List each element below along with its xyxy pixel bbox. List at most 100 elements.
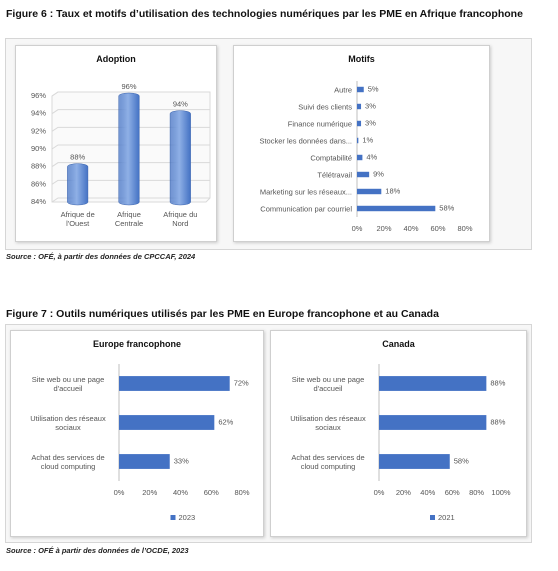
value-label: 58% bbox=[439, 203, 454, 212]
y-tick-label: 90% bbox=[31, 144, 46, 153]
chart-panel: 0% 20% 40% 60% 80% 72% 62% 33% 2023 Europe franc… bbox=[10, 330, 264, 537]
x-tick-label: 80% bbox=[234, 488, 249, 497]
legend-swatch bbox=[430, 515, 435, 520]
chart-title: Adoption bbox=[96, 54, 136, 64]
grid-line bbox=[51, 179, 210, 185]
value-label: 33% bbox=[174, 456, 189, 465]
bar bbox=[357, 188, 382, 195]
x-tick-label: 100% bbox=[491, 488, 511, 497]
x-tick-label: 0% bbox=[352, 224, 363, 233]
value-label: 88% bbox=[70, 153, 85, 162]
chart-title: Motifs bbox=[348, 54, 375, 64]
grid-line bbox=[51, 109, 210, 115]
grid-line bbox=[51, 126, 210, 132]
legend-label: 2021 bbox=[438, 513, 455, 522]
chart: 0% 20% 40% 60% 80% 100% 88% 88% 58% 2021 bbox=[374, 364, 511, 522]
grid-line bbox=[51, 91, 210, 97]
x-tick-label: 80% bbox=[457, 224, 472, 233]
x-tick-label: 20% bbox=[142, 488, 157, 497]
x-tick-label: Afrique Centrale bbox=[114, 210, 144, 228]
bar bbox=[119, 376, 230, 391]
y-tick-label: Stocker les données dans... bbox=[259, 136, 352, 145]
y-tick-label: 88% bbox=[31, 162, 46, 171]
value-label: 5% bbox=[368, 84, 379, 93]
bar bbox=[357, 86, 364, 93]
x-tick-label: 40% bbox=[420, 488, 435, 497]
x-tick-label: 60% bbox=[204, 488, 219, 497]
bar bbox=[67, 163, 89, 206]
y-tick-label: Finance numérique bbox=[287, 119, 352, 128]
y-tick-label: Comptabilité bbox=[310, 153, 352, 162]
figure-source: Source : OFÉ à partir des données de l’O… bbox=[6, 546, 189, 555]
bar bbox=[379, 376, 487, 391]
value-label: 4% bbox=[366, 152, 377, 161]
chart-title: Canada bbox=[382, 339, 415, 349]
chart-title: Europe francophone bbox=[92, 339, 181, 349]
x-tick-label: 40% bbox=[403, 224, 418, 233]
y-tick-label: Marketing sur les réseaux... bbox=[259, 187, 352, 196]
bar bbox=[169, 110, 191, 206]
y-tick-label: Site web ou une page d'accueil bbox=[291, 374, 365, 393]
chart-panel: 84% 86% 88% 90% 92% 94% 96% 88% 96% 94% Adoption … bbox=[15, 45, 217, 242]
grid-line bbox=[51, 197, 210, 203]
y-tick-label: Utilisation des réseaux sociaux bbox=[30, 413, 106, 432]
chart-panel: 0% 20% 40% 60% 80% 5% 3% 3% 1% 4% 9% 18% 58% Motifs … bbox=[233, 45, 490, 242]
bar bbox=[379, 415, 487, 430]
value-label: 9% bbox=[373, 169, 384, 178]
legend-label: 2023 bbox=[179, 513, 196, 522]
chart-panel: 0% 20% 40% 60% 80% 100% 88% 88% 58% 2021 Canada S… bbox=[270, 330, 527, 537]
y-tick-label: Communication par courriel bbox=[260, 204, 352, 213]
y-tick-label: Achat des services de cloud computing bbox=[291, 452, 365, 471]
x-tick-label: 60% bbox=[430, 224, 445, 233]
y-tick-label: 86% bbox=[31, 179, 46, 188]
x-tick-label: 20% bbox=[376, 224, 391, 233]
value-label: 62% bbox=[218, 417, 233, 426]
x-tick-label: 60% bbox=[445, 488, 460, 497]
bar bbox=[357, 103, 362, 110]
chart: 0% 20% 40% 60% 80% 5% 3% 3% 1% 4% 9%18% 58% bbox=[352, 81, 473, 233]
y-tick-label: Achat des services de cloud computing bbox=[31, 452, 105, 471]
bar bbox=[118, 92, 140, 206]
figure-title: Figure 6 : Taux et motifs d’utilisation … bbox=[6, 8, 523, 20]
chart: 0% 20% 40% 60% 80% 72% 62% 33% 2023 bbox=[114, 364, 250, 522]
y-tick-label: Autre bbox=[334, 85, 352, 94]
bar bbox=[357, 120, 362, 127]
x-tick-label: Afrique de l'Ouest bbox=[60, 210, 95, 228]
value-label: 88% bbox=[490, 378, 505, 387]
bar bbox=[357, 205, 436, 212]
y-tick-label: 92% bbox=[31, 126, 46, 135]
bar bbox=[379, 454, 450, 469]
value-label: 18% bbox=[385, 186, 400, 195]
bar bbox=[357, 171, 370, 178]
grid-line bbox=[51, 144, 210, 150]
value-label: 72% bbox=[234, 378, 249, 387]
value-label: 94% bbox=[173, 100, 188, 109]
x-tick-label: 20% bbox=[396, 488, 411, 497]
y-tick-label: Suivi des clients bbox=[298, 102, 352, 111]
y-tick-label: Télétravail bbox=[317, 170, 352, 179]
x-tick-label: 80% bbox=[469, 488, 484, 497]
figure-title: Figure 7 : Outils numériques utilisés pa… bbox=[6, 308, 439, 320]
value-label: 88% bbox=[490, 417, 505, 426]
bar bbox=[357, 137, 359, 144]
x-tick-label: Afrique du Nord bbox=[163, 210, 198, 228]
value-label: 3% bbox=[365, 118, 376, 127]
value-label: 58% bbox=[454, 456, 469, 465]
value-label: 1% bbox=[362, 135, 373, 144]
y-tick-label: Site web ou une page d'accueil bbox=[31, 374, 105, 393]
legend-swatch bbox=[170, 515, 176, 520]
y-tick-label: 96% bbox=[31, 91, 46, 100]
x-tick-label: 0% bbox=[374, 488, 385, 497]
y-tick-label: Utilisation des réseaux sociaux bbox=[290, 413, 366, 432]
x-tick-label: 40% bbox=[173, 488, 188, 497]
grid-line bbox=[51, 162, 210, 168]
bar bbox=[119, 415, 215, 430]
bar bbox=[357, 154, 363, 161]
value-label: 3% bbox=[365, 101, 376, 110]
value-label: 96% bbox=[121, 82, 136, 91]
y-tick-label: 84% bbox=[31, 197, 46, 206]
figure-source: Source : OFÉ, à partir des données de CP… bbox=[6, 252, 196, 261]
bar bbox=[119, 454, 170, 469]
chart: 84% 86% 88% 90% 92% 94% 96% 88% 96% 94% bbox=[31, 82, 211, 206]
